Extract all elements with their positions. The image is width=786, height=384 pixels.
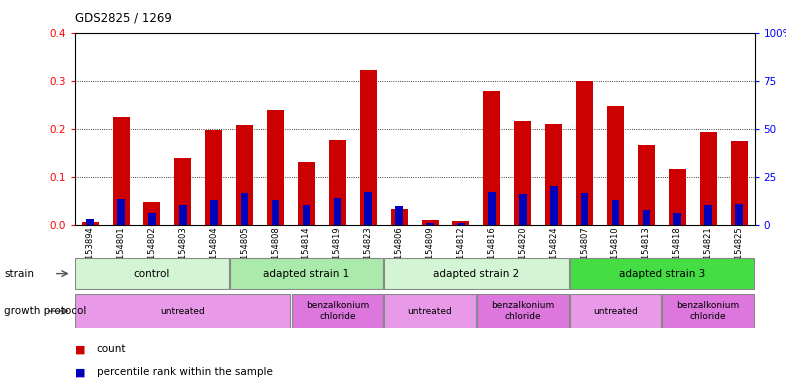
- Bar: [674, 213, 681, 225]
- Bar: [612, 200, 619, 225]
- Bar: [488, 192, 496, 225]
- Bar: [112, 117, 130, 225]
- Bar: [384, 258, 568, 289]
- Bar: [735, 205, 743, 225]
- Bar: [329, 140, 346, 225]
- Bar: [426, 223, 434, 225]
- Bar: [643, 210, 650, 225]
- Bar: [519, 194, 527, 225]
- Bar: [581, 194, 589, 225]
- Bar: [75, 295, 290, 328]
- Bar: [365, 192, 372, 225]
- Text: GDS2825 / 1269: GDS2825 / 1269: [75, 12, 171, 25]
- Bar: [669, 169, 686, 225]
- Bar: [700, 132, 717, 225]
- Bar: [514, 121, 531, 225]
- Bar: [704, 205, 712, 225]
- Bar: [117, 199, 125, 225]
- Bar: [483, 91, 501, 225]
- Bar: [174, 159, 191, 225]
- Bar: [205, 130, 222, 225]
- Text: count: count: [97, 344, 127, 354]
- Bar: [607, 106, 624, 225]
- Bar: [384, 295, 476, 328]
- Bar: [391, 209, 408, 225]
- Text: strain: strain: [4, 268, 34, 279]
- Text: ■: ■: [75, 344, 85, 354]
- Bar: [148, 213, 156, 225]
- Bar: [230, 258, 383, 289]
- Text: benzalkonium
chloride: benzalkonium chloride: [491, 301, 554, 321]
- Bar: [143, 202, 160, 225]
- Bar: [82, 222, 98, 225]
- Bar: [303, 205, 310, 225]
- Bar: [179, 205, 186, 225]
- Text: untreated: untreated: [160, 306, 205, 316]
- Bar: [333, 198, 341, 225]
- Bar: [570, 258, 754, 289]
- Text: benzalkonium
chloride: benzalkonium chloride: [677, 301, 740, 321]
- Bar: [457, 223, 465, 225]
- Text: adapted strain 3: adapted strain 3: [619, 268, 705, 279]
- Text: percentile rank within the sample: percentile rank within the sample: [97, 367, 273, 377]
- Bar: [421, 220, 439, 225]
- Text: control: control: [134, 268, 170, 279]
- Bar: [360, 70, 376, 225]
- Bar: [298, 162, 315, 225]
- Bar: [292, 295, 383, 328]
- Bar: [550, 186, 557, 225]
- Bar: [86, 219, 94, 225]
- Bar: [576, 81, 593, 225]
- Text: benzalkonium
chloride: benzalkonium chloride: [306, 301, 369, 321]
- Bar: [267, 111, 284, 225]
- Bar: [395, 207, 403, 225]
- Bar: [236, 125, 253, 225]
- Bar: [663, 295, 754, 328]
- Text: ■: ■: [75, 367, 85, 377]
- Bar: [241, 194, 248, 225]
- Bar: [210, 200, 218, 225]
- Bar: [453, 221, 469, 225]
- Bar: [731, 141, 747, 225]
- Text: adapted strain 2: adapted strain 2: [433, 268, 520, 279]
- Text: untreated: untreated: [593, 306, 638, 316]
- Bar: [272, 200, 279, 225]
- Text: growth protocol: growth protocol: [4, 306, 86, 316]
- Bar: [477, 295, 568, 328]
- Bar: [75, 258, 229, 289]
- Bar: [545, 124, 562, 225]
- Bar: [570, 295, 661, 328]
- Bar: [638, 146, 655, 225]
- Text: untreated: untreated: [408, 306, 453, 316]
- Text: adapted strain 1: adapted strain 1: [263, 268, 350, 279]
